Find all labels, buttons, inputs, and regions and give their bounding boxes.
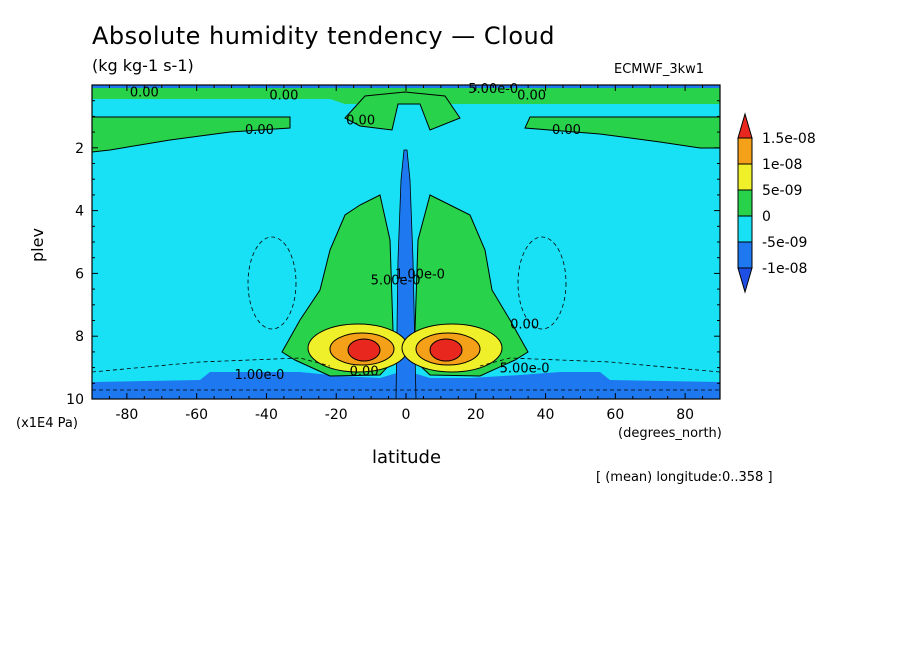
dataset-label: ECMWF_3kw1 [614,62,705,77]
colorbar-segment [737,163,753,191]
contour-right-negative [517,236,567,330]
x-tick-label: 20 [467,407,485,423]
x-axis-label: latitude [372,447,442,468]
field-left-red [347,338,381,362]
contour-labels: 0.00 0.000.000.005.00e-00.000.005.00e-01.… [130,82,581,383]
field-upper-center-green [344,91,461,131]
colorbar-segment [737,241,753,269]
x-axis-units: (degrees_north) [618,426,722,441]
contour-label: 0.00 [245,123,274,138]
x-tick-label: -60 [185,407,208,423]
contour-label: 0.00 [350,365,379,380]
contour-lower-left-dashed [92,357,331,373]
colorbar-label: -1e-08 [762,261,807,277]
contour-lower-right-dashed [479,357,720,373]
x-tick-label: -20 [325,407,348,423]
contour-label: 1.00e-0 [395,267,445,282]
contour-label: 5.00e-0 [371,274,421,289]
contour-label: 0.00 [517,88,546,103]
contour-label: 5.00e-0 [468,82,518,97]
colorbar-label: 1.5e-08 [762,131,816,147]
x-tick-label: -40 [255,407,278,423]
x-axis-ticks: -80 -60 -40 -20 0 20 40 60 80 [91,85,721,423]
contour-label: 0.00 [346,114,375,129]
y-tick-label: 6 [75,266,84,282]
contour-label: 0.00 [510,318,539,333]
colorbar: 1.5e-08 1e-08 5e-09 0 -5e-09 -1e-08 [737,112,816,294]
x-tick-label: 60 [606,407,624,423]
colorbar-label: 5e-09 [762,183,802,199]
y-axis-units: (x1E4 Pa) [16,416,78,431]
colorbar-top-triangle [737,112,753,139]
x-tick-label: -80 [115,407,138,423]
x-tick-label: 40 [537,407,555,423]
colorbar-label: -5e-09 [762,235,807,251]
colorbar-segment [737,137,753,165]
y-axis-ticks: 2 4 6 8 10 [66,84,720,408]
colorbar-label: 1e-08 [762,157,802,173]
x-tick-label: 80 [676,407,694,423]
y-tick-label: 2 [75,141,84,157]
colorbar-label: 0 [762,209,771,225]
contour-label: 0.00 [130,85,159,100]
footnote: [ (mean) longitude:0..358 ] [596,470,773,485]
field-upper-left-green [92,116,291,153]
colorbar-segment [737,189,753,217]
chart-units: (kg kg-1 s-1) [92,56,194,75]
colorbar-bottom-triangle [737,267,753,294]
colorbar-segment [737,215,753,243]
contour-label: 5.00e-0 [500,362,550,377]
field-right-red [429,338,463,362]
y-tick-label: 10 [66,392,84,408]
chart-title: Absolute humidity tendency — Cloud [92,22,555,50]
contour-label: 1.00e-0 [235,368,285,383]
contour-left-negative [247,236,297,330]
plot-area [92,85,720,399]
y-tick-label: 8 [75,329,84,345]
x-tick-label: 0 [402,407,411,423]
y-tick-label: 4 [75,204,84,220]
contour-label: 0.00 [552,123,581,138]
contour-label: 0.00 [269,88,298,103]
field-top-cyan-band [92,99,720,107]
